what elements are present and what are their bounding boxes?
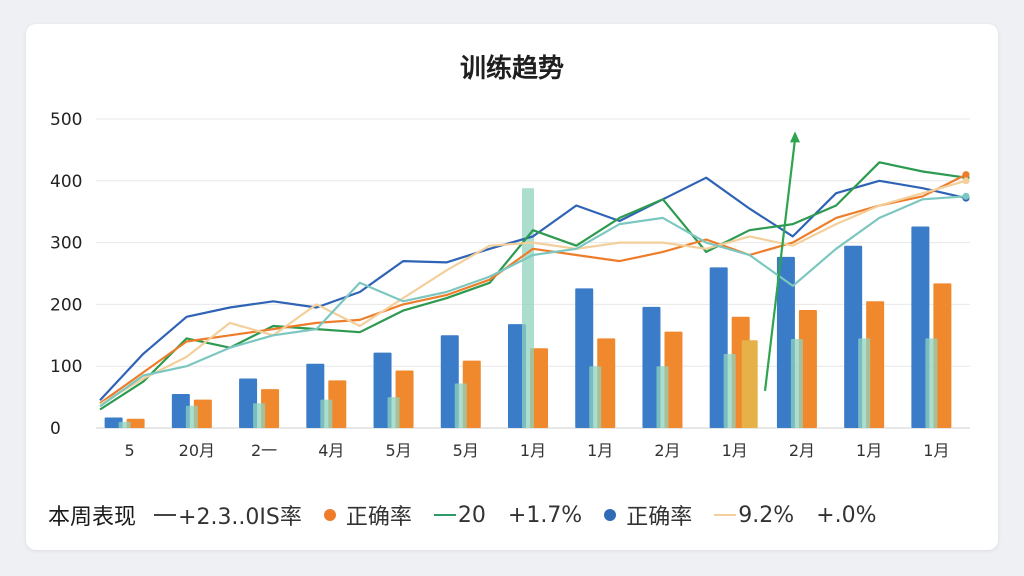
legend-text: 正确率	[345, 505, 412, 530]
bar	[866, 301, 885, 428]
bar	[373, 352, 392, 428]
legend-line-marker	[714, 514, 737, 516]
x-tick-label: 20月	[179, 441, 215, 460]
bar	[575, 288, 594, 428]
legend-dot-marker	[604, 509, 617, 521]
y-tick-label: 500	[50, 110, 82, 130]
bar	[530, 348, 548, 428]
bar	[193, 399, 212, 428]
bar	[239, 378, 258, 428]
legend-line-marker	[154, 514, 177, 516]
x-tick-label: 1月	[856, 441, 882, 460]
bar	[454, 383, 467, 428]
legend-text: 9.2%	[738, 502, 795, 528]
bar	[776, 256, 795, 428]
bar	[741, 340, 758, 428]
bar	[933, 283, 952, 428]
x-tick-label: 1月	[520, 441, 546, 460]
bar	[664, 331, 683, 428]
legend-line-marker	[433, 514, 456, 516]
y-tick-label: 0	[50, 419, 61, 439]
bar	[597, 338, 616, 428]
bar	[522, 188, 534, 428]
legend-text: 正确率	[626, 505, 693, 530]
legend-item: 9.2%	[714, 503, 794, 528]
y-tick-label: 200	[50, 295, 82, 315]
bar	[462, 360, 481, 428]
legend-item: 正确率	[604, 499, 692, 531]
legend-item: 20	[433, 502, 486, 528]
spike-line	[763, 139, 797, 392]
y-tick-label: 400	[50, 172, 82, 192]
legend-text: +2.3..0IS率	[178, 505, 302, 530]
bar	[320, 399, 333, 428]
legend-item: +2.3..0IS率	[154, 499, 302, 531]
chart-legend: 本周表现 +2.3..0IS率 正确率 20 +1.7% 正确率 9.2% +.0%	[48, 499, 898, 531]
bar	[253, 403, 266, 428]
bar	[844, 245, 863, 428]
legend-item: 正确率	[323, 499, 412, 531]
legend-text: +.0%	[816, 502, 877, 528]
bar	[858, 338, 871, 428]
bar	[589, 366, 602, 428]
series-end-point	[962, 171, 970, 179]
series-line	[99, 173, 967, 405]
bar	[911, 226, 930, 428]
chart-title: 训练趋势	[459, 54, 564, 84]
legend-label: 本周表现	[48, 505, 137, 530]
series-line	[99, 161, 967, 411]
legend-text: 20	[457, 502, 486, 528]
bar	[387, 397, 400, 428]
chart-card	[26, 24, 998, 550]
bar	[656, 366, 669, 428]
legend-item: +.0%	[816, 503, 876, 528]
series-line	[99, 176, 967, 401]
x-tick-label: 2月	[789, 441, 815, 460]
bar	[440, 335, 459, 428]
trend-chart: 0 100 200 300 400 500 5 20月 2一 4月 5月 5月 1月 1月 2月 1月 2月 1月…	[50, 110, 970, 460]
bar	[261, 389, 280, 428]
legend-dot-marker	[323, 509, 336, 521]
x-tick-label: 5	[125, 441, 135, 460]
bar	[126, 418, 145, 428]
legend-text: +1.7%	[507, 502, 583, 528]
bar	[790, 339, 803, 428]
bar	[709, 267, 728, 428]
bar	[723, 353, 736, 428]
y-tick-label: 300	[50, 234, 82, 254]
bar	[395, 370, 414, 428]
bar	[185, 405, 198, 428]
x-tick-label: 1月	[587, 441, 613, 460]
bar	[925, 338, 938, 428]
x-tick-label: 1月	[923, 441, 949, 460]
x-tick-label: 1月	[722, 441, 748, 460]
x-tick-label: 5月	[385, 441, 411, 460]
x-tick-label: 2一	[251, 441, 277, 460]
series-line	[99, 195, 967, 408]
bar	[508, 324, 526, 428]
bar	[104, 417, 123, 428]
y-tick-label: 100	[50, 357, 82, 377]
x-tick-label: 2月	[654, 441, 680, 460]
bar	[171, 394, 190, 428]
legend-item: +1.7%	[508, 503, 582, 528]
series-end-point	[962, 177, 970, 185]
series-end-point	[962, 192, 970, 200]
spike-arrowhead	[790, 131, 800, 143]
bar	[798, 309, 817, 428]
x-tick-label: 5月	[453, 441, 479, 460]
bar	[306, 363, 325, 428]
bar	[118, 421, 131, 428]
x-tick-label: 4月	[318, 441, 344, 460]
bar	[642, 306, 661, 428]
bar	[328, 380, 347, 428]
series-line	[99, 179, 967, 406]
